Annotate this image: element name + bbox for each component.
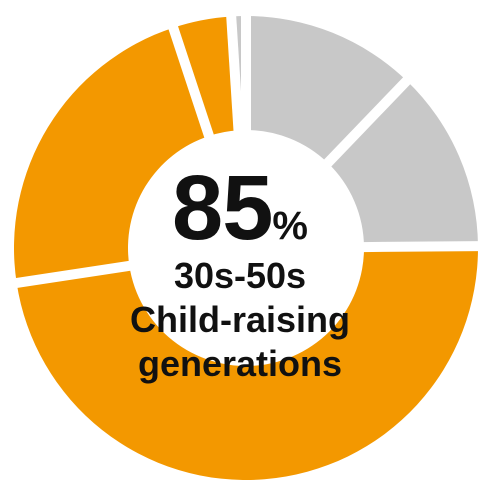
donut-slice-2: [327, 80, 478, 248]
center-description-line2: generations: [137, 343, 343, 384]
center-label: 85% 30s-50s Child-raising generations: [100, 160, 380, 386]
slice-separator-3: [361, 241, 479, 253]
slice-separator-4: [11, 260, 133, 289]
slice-separator-6: [225, 12, 244, 133]
donut-slice-5: [173, 16, 239, 136]
donut-slice-4: [14, 27, 209, 284]
donut-slice-1: [246, 16, 407, 163]
donut-slice-3: [16, 246, 478, 480]
center-age-range: 30s-50s: [173, 255, 307, 296]
slice-separator-2: [322, 74, 414, 168]
slice-separator-5: [167, 22, 215, 140]
center-value: 85: [172, 157, 273, 259]
center-percentage: 85%: [100, 160, 380, 256]
center-description-line1: Child-raising: [129, 299, 350, 340]
center-unit: %: [272, 204, 308, 248]
